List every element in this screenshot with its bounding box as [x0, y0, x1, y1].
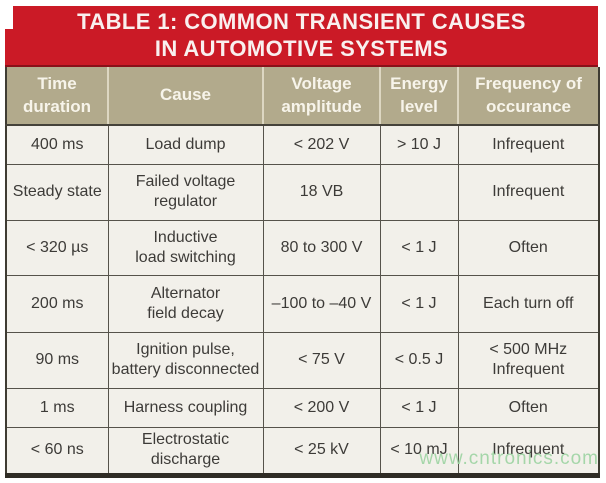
cell-energy-level [379, 163, 459, 221]
cell-energy-level: > 10 J [379, 124, 459, 165]
table-row: 90 ms Ignition pulse, battery disconnect… [5, 331, 600, 389]
cell-energy-level: < 10 mJ [379, 426, 459, 476]
col-header-frequency-of-occurance: Frequency of occurance [457, 67, 599, 126]
table-row: 1 ms Harness coupling < 200 V < 1 J Ofte… [5, 387, 600, 428]
table-title: TABLE 1: COMMON TRANSIENT CAUSES IN AUTO… [77, 9, 526, 61]
cell-energy-level: < 1 J [379, 219, 459, 276]
cell-cause: Electrostatic discharge [107, 426, 264, 476]
col-header-time-duration: Time duration [6, 67, 108, 126]
cell-time-duration: < 320 µs [5, 219, 109, 276]
cell-time-duration: < 60 ns [5, 426, 109, 476]
cell-voltage-amplitude: < 75 V [262, 331, 381, 389]
col-header-energy-level: Energy level [379, 67, 458, 126]
cell-cause: Load dump [107, 124, 264, 165]
cell-frequency: Each turn off [457, 274, 600, 333]
cell-frequency: Often [457, 219, 600, 276]
table-row: < 60 ns Electrostatic discharge < 25 kV … [5, 426, 600, 476]
transient-causes-table: Time duration Cause Voltage amplitude En… [5, 67, 600, 478]
cell-frequency: Infrequent [457, 426, 600, 476]
cell-time-duration: 90 ms [5, 331, 109, 389]
header-row: Time duration Cause Voltage amplitude En… [6, 67, 599, 126]
cell-frequency: Infrequent [457, 163, 600, 221]
cell-voltage-amplitude: < 202 V [262, 124, 381, 165]
cell-voltage-amplitude: –100 to –40 V [262, 274, 381, 333]
table-row: < 320 µs Inductive load switching 80 to … [5, 219, 600, 276]
cell-voltage-amplitude: < 25 kV [262, 426, 381, 476]
col-header-voltage-amplitude: Voltage amplitude [262, 67, 380, 126]
cell-time-duration: Steady state [5, 163, 109, 221]
cell-cause: Failed voltage regulator [107, 163, 264, 221]
table-title-bar: TABLE 1: COMMON TRANSIENT CAUSES IN AUTO… [5, 6, 598, 67]
cell-frequency: Often [457, 387, 600, 428]
cell-energy-level: < 1 J [379, 387, 459, 428]
cell-frequency: < 500 MHz Infrequent [457, 331, 600, 389]
cell-time-duration: 1 ms [5, 387, 109, 428]
cell-cause: Inductive load switching [107, 219, 264, 276]
table-row: 200 ms Alternator field decay –100 to –4… [5, 274, 600, 333]
cell-time-duration: 400 ms [5, 124, 109, 165]
watermark-url: www.cntronics.com [419, 448, 599, 469]
cell-energy-level: < 1 J [379, 274, 459, 333]
table-row: Steady state Failed voltage regulator 18… [5, 163, 600, 221]
page-corner-notch [0, 6, 13, 29]
cell-voltage-amplitude: < 200 V [262, 387, 381, 428]
cell-cause: Ignition pulse, battery disconnected [107, 331, 264, 389]
cell-voltage-amplitude: 18 VB [262, 163, 381, 221]
cell-voltage-amplitude: 80 to 300 V [262, 219, 381, 276]
col-header-cause: Cause [107, 67, 263, 126]
cell-cause: Alternator field decay [107, 274, 264, 333]
table-row: 400 ms Load dump < 202 V > 10 J Infreque… [5, 124, 600, 165]
cell-frequency: Infrequent [457, 124, 600, 165]
cell-energy-level: < 0.5 J [379, 331, 459, 389]
cell-time-duration: 200 ms [5, 274, 109, 333]
cell-cause: Harness coupling [107, 387, 264, 428]
